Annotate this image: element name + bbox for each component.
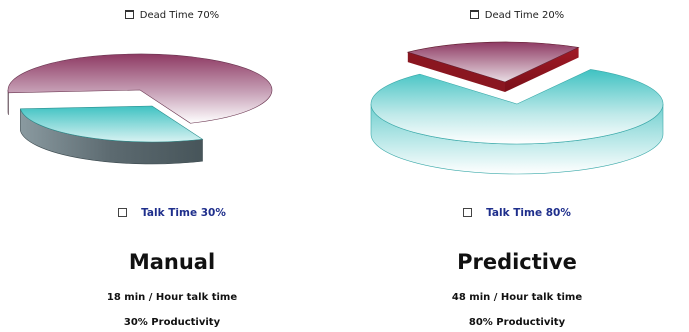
legend-talk-time-label: Talk Time 80% (486, 207, 571, 219)
talk-time-minutes-note: 18 min / Hour talk time (106, 292, 238, 303)
pie-slice-talk-time (370, 69, 664, 145)
legend-talk-time: Talk Time 30% (0, 207, 344, 219)
legend-dead-time-label: Dead Time 70% (139, 10, 220, 21)
legend-talk-time: Talk Time 80% (345, 207, 689, 219)
predictive-panel: Dead Time 20% Talk Time 80% (345, 0, 689, 332)
talk-time-minutes-note: 48 min / Hour talk time (451, 292, 583, 303)
pie-slice-dead-time (7, 53, 273, 124)
pie-slice-dead-time-edge-right (505, 47, 579, 92)
legend-swatch-dead-time (124, 10, 134, 19)
legend-swatch-talk-time (118, 208, 128, 217)
chart-title-predictive: Predictive (457, 250, 577, 274)
pie-slice-talk-time (20, 105, 204, 143)
legend-talk-time-label: Talk Time 30% (141, 207, 226, 219)
legend-dead-time: Dead Time 20% (345, 10, 689, 21)
legend-swatch-talk-time (463, 208, 473, 217)
legend-dead-time: Dead Time 70% (0, 10, 344, 21)
chart-title-manual: Manual (128, 250, 216, 274)
predictive-pie-chart (370, 41, 664, 175)
manual-panel: Dead Time 70% Talk Ti (0, 0, 344, 332)
legend-dead-time-label: Dead Time 20% (484, 10, 565, 21)
pie-slice-dead-time (406, 41, 580, 83)
manual-pie-chart (7, 53, 273, 165)
productivity-note: 80% Productivity (468, 317, 566, 328)
legend-swatch-dead-time (469, 10, 479, 19)
productivity-note: 30% Productivity (123, 317, 221, 328)
pie-slice-dead-time-edge-left (407, 52, 505, 92)
